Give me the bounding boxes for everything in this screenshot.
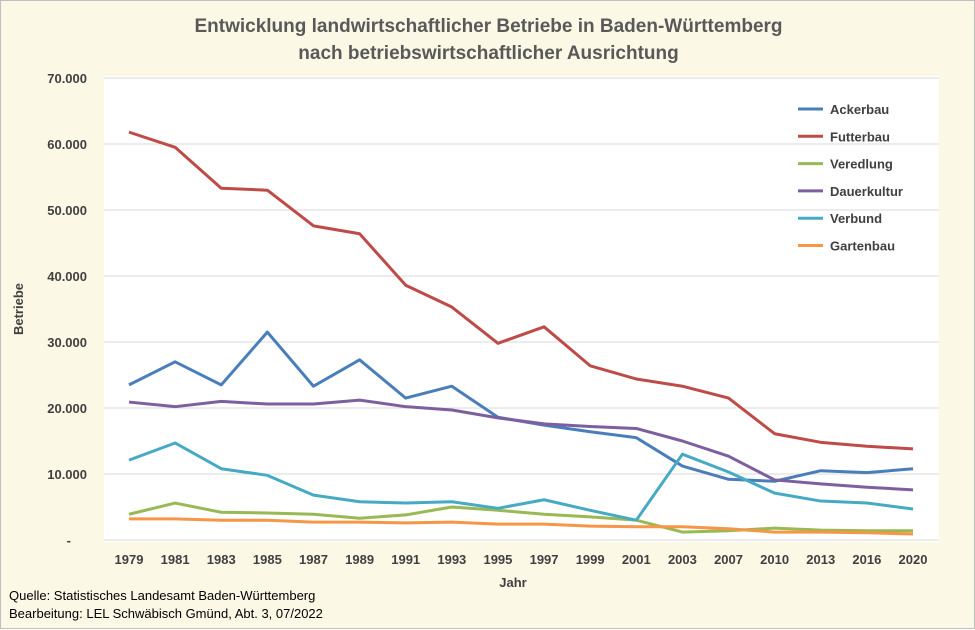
x-tick-label: 1991 bbox=[391, 552, 420, 567]
legend-label: Futterbau bbox=[830, 129, 890, 144]
x-tick-label: 2007 bbox=[714, 552, 743, 567]
x-tick-label: 1989 bbox=[345, 552, 374, 567]
series-line-verbund bbox=[128, 441, 914, 522]
series-line-futterbau bbox=[128, 130, 914, 451]
y-tick-label: 60.000 bbox=[47, 137, 87, 152]
source-text: Quelle: Statistisches Landesamt Baden-Wü… bbox=[9, 588, 316, 603]
legend-label: Verbund bbox=[830, 211, 882, 226]
legend-label: Dauerkultur bbox=[830, 184, 903, 199]
legend-label: Ackerbau bbox=[830, 102, 889, 117]
x-tick-label: 2016 bbox=[852, 552, 881, 567]
y-tick-label: 70.000 bbox=[47, 71, 87, 86]
title-line-2: nach betriebswirtschaftlicher Ausrichtun… bbox=[298, 43, 679, 64]
x-tick-label: 1981 bbox=[161, 552, 190, 567]
y-tick-label: 20.000 bbox=[47, 401, 87, 416]
x-tick-label: 1979 bbox=[115, 552, 144, 567]
x-tick-label: 1985 bbox=[253, 552, 282, 567]
x-tick-label: 1983 bbox=[207, 552, 236, 567]
y-tick-label: - bbox=[67, 533, 71, 548]
editor-text: Bearbeitung: LEL Schwäbisch Gmünd, Abt. … bbox=[9, 606, 323, 621]
series-line-dauerkultur bbox=[128, 398, 914, 492]
x-tick-label: 1987 bbox=[299, 552, 328, 567]
x-tick-label: 2001 bbox=[622, 552, 651, 567]
x-tick-label: 1993 bbox=[437, 552, 466, 567]
x-tick-label: 2010 bbox=[760, 552, 789, 567]
x-axis-label: Jahr bbox=[499, 575, 526, 590]
x-tick-label: 1997 bbox=[530, 552, 559, 567]
y-tick-label: 50.000 bbox=[47, 203, 87, 218]
title-line-1: Entwicklung landwirtschaftlicher Betrieb… bbox=[194, 16, 783, 37]
x-tick-label: 2020 bbox=[899, 552, 928, 567]
source-note: Quelle: Statistisches Landesamt Baden-Wü… bbox=[9, 587, 323, 623]
y-axis-label: Betriebe bbox=[11, 283, 26, 335]
x-tick-label: 2003 bbox=[668, 552, 697, 567]
y-tick-label: 30.000 bbox=[47, 335, 87, 350]
x-tick-label: 2013 bbox=[806, 552, 835, 567]
x-tick-label: 1995 bbox=[483, 552, 512, 567]
series-line-gartenbau bbox=[129, 517, 914, 536]
chart-title: Entwicklung landwirtschaftlicher Betrieb… bbox=[1, 13, 975, 67]
y-tick-label: 10.000 bbox=[47, 467, 87, 482]
y-tick-label: 40.000 bbox=[47, 269, 87, 284]
legend-label: Veredlung bbox=[830, 157, 893, 172]
legend-label: Gartenbau bbox=[830, 239, 895, 254]
plot-area bbox=[104, 76, 939, 542]
x-tick-label: 1999 bbox=[576, 552, 605, 567]
series-line-veredlung bbox=[128, 501, 913, 534]
